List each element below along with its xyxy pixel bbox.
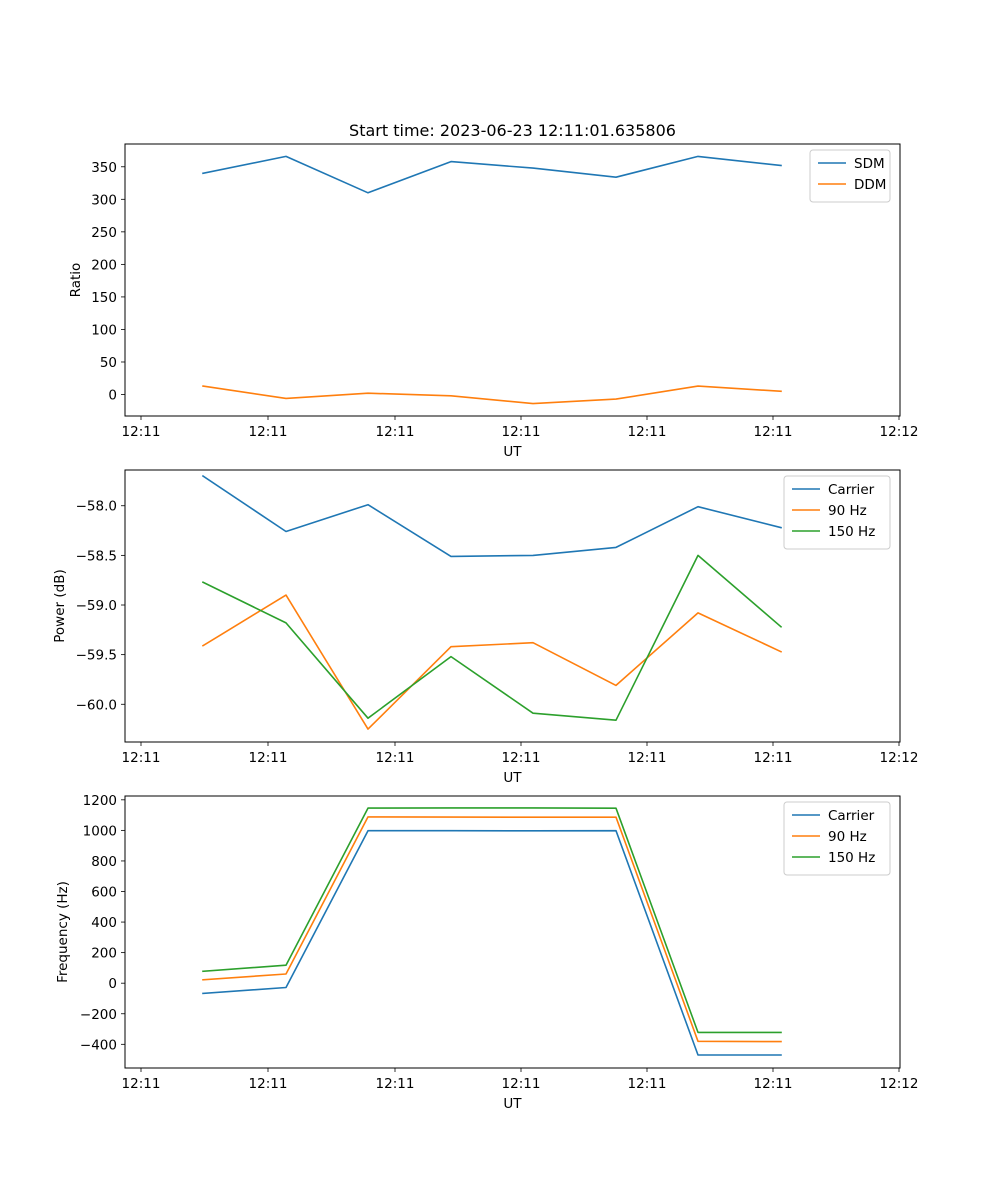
x-tick-label: 12:11 [502, 750, 541, 766]
x-tick-label: 12:11 [249, 750, 288, 766]
x-axis-label: UT [503, 1096, 522, 1112]
y-tick-label: 250 [91, 225, 117, 241]
series-line-90-hz [201, 594, 783, 730]
y-tick-label: −58.0 [76, 499, 117, 515]
legend-label: SDM [854, 156, 885, 172]
series-line-150-hz [201, 554, 783, 722]
legend-label: DDM [854, 177, 886, 193]
series-line-90-hz [202, 816, 782, 1043]
x-tick-label: 12:11 [502, 424, 541, 440]
y-tick-label: −200 [80, 1007, 117, 1023]
y-tick-label: 600 [91, 885, 117, 901]
x-tick-label: 12:11 [754, 750, 793, 766]
series-line-carrier [201, 474, 782, 558]
legend: Carrier 90 Hz 150 Hz [783, 801, 891, 876]
series-line-carrier [202, 829, 782, 1056]
y-tick-label: −59.0 [76, 598, 117, 614]
x-tick-label: 12:11 [122, 1076, 161, 1092]
x-axis-label: UT [503, 444, 522, 460]
x-tick-label: 12:11 [376, 750, 415, 766]
y-tick-label: −58.5 [76, 548, 117, 564]
x-tick-label: 12:11 [628, 424, 667, 440]
y-tick-label: −60.0 [76, 697, 117, 713]
power-panel: 12:11 12:11 12:11 12:11 12:11 12:11 12:12 −58.0… [52, 469, 919, 786]
frequency-panel: 12:11 12:11 12:11 12:11 12:11 12:11 12:12 −400 −… [55, 793, 918, 1112]
y-tick-label: 800 [91, 854, 117, 870]
x-tick-label: 12:11 [754, 424, 793, 440]
legend: Carrier 90 Hz 150 Hz [783, 475, 891, 550]
ratio-panel: Start time: 2023-06-23 12:11:01.635806 12… [68, 121, 918, 460]
y-tick-label: 200 [91, 257, 117, 273]
y-axis-label: Frequency (Hz) [55, 881, 71, 983]
legend-label: 90 Hz [828, 503, 867, 519]
legend: SDM DDM [809, 149, 891, 203]
x-tick-label: 12:11 [628, 750, 667, 766]
y-tick-label: −400 [80, 1037, 117, 1053]
x-tick-label: 12:11 [628, 1076, 667, 1092]
y-axis-label: Power (dB) [52, 569, 68, 642]
x-tick-label: 12:11 [502, 1076, 541, 1092]
y-tick-label: −59.5 [76, 648, 117, 664]
x-tick-label: 12:12 [880, 1076, 919, 1092]
y-tick-label: 50 [100, 355, 117, 371]
x-axis-label: UT [503, 770, 522, 786]
x-tick-label: 12:11 [122, 424, 161, 440]
x-tick-label: 12:11 [376, 1076, 415, 1092]
plot-frame [124, 795, 901, 1069]
chart-title: Start time: 2023-06-23 12:11:01.635806 [349, 121, 676, 140]
x-tick-label: 12:11 [249, 424, 288, 440]
y-axis-label: Ratio [68, 263, 84, 298]
plot-frame [124, 143, 901, 417]
legend-label: Carrier [828, 482, 875, 498]
series-line-sdm [202, 155, 782, 194]
y-tick-label: 1200 [83, 793, 117, 809]
y-tick-label: 300 [91, 192, 117, 208]
y-tick-label: 350 [91, 160, 117, 176]
y-tick-label: 0 [108, 388, 117, 404]
x-tick-label: 12:11 [754, 1076, 793, 1092]
y-tick-label: 1000 [83, 823, 117, 839]
x-tick-label: 12:12 [880, 750, 919, 766]
x-tick-label: 12:11 [249, 1076, 288, 1092]
plot-frame [124, 469, 901, 743]
legend-label: 150 Hz [828, 524, 875, 540]
y-tick-label: 200 [91, 946, 117, 962]
legend-label: 150 Hz [828, 850, 875, 866]
x-tick-label: 12:11 [376, 424, 415, 440]
legend-label: Carrier [828, 808, 875, 824]
y-tick-label: 100 [91, 322, 117, 338]
series-line-150-hz [202, 807, 782, 1034]
y-tick-label: 400 [91, 915, 117, 931]
y-tick-label: 150 [91, 290, 117, 306]
y-tick-label: 0 [108, 976, 117, 992]
x-tick-label: 12:11 [122, 750, 161, 766]
series-line-ddm [202, 385, 782, 405]
legend-label: 90 Hz [828, 829, 867, 845]
x-tick-label: 12:12 [880, 424, 919, 440]
